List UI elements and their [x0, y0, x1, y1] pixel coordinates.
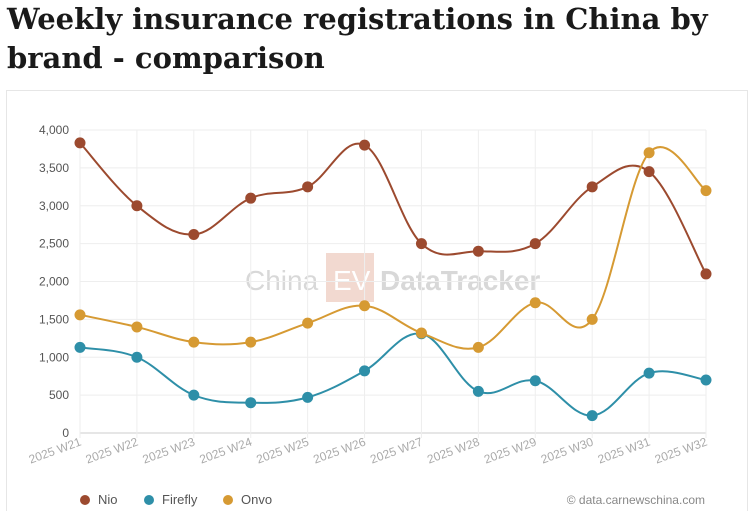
y-tick-label: 3,000: [39, 199, 69, 213]
data-point-firefly: [245, 397, 257, 409]
legend-firefly[interactable]: Firefly: [144, 492, 197, 507]
data-point-nio: [359, 139, 371, 151]
data-point-onvo: [415, 327, 427, 339]
data-point-nio: [472, 245, 484, 257]
data-point-firefly: [586, 410, 598, 422]
y-tick-label: 1,000: [39, 350, 69, 364]
data-point-onvo: [529, 297, 541, 309]
x-tick-label: 2025 W29: [482, 435, 538, 467]
data-point-onvo: [188, 336, 200, 348]
data-point-onvo: [245, 336, 257, 348]
x-tick-label: 2025 W24: [198, 435, 254, 467]
data-point-onvo: [700, 185, 712, 197]
y-tick-label: 2,500: [39, 237, 69, 251]
legend-nio[interactable]: Nio: [80, 492, 118, 507]
series-line-firefly: [79, 332, 707, 417]
y-tick-label: 4,000: [39, 123, 69, 137]
legend-onvo[interactable]: Onvo: [223, 492, 272, 507]
data-point-onvo: [586, 313, 598, 325]
x-tick-label: 2025 W30: [539, 435, 595, 467]
data-point-onvo: [131, 321, 143, 333]
data-point-nio: [586, 181, 598, 193]
source-text: data.carnewschina.com: [578, 493, 705, 507]
y-tick-label: 500: [49, 388, 69, 402]
legend-marker: [80, 494, 90, 505]
data-point-nio: [643, 166, 655, 178]
data-point-nio: [245, 192, 257, 204]
source-label: © data.carnewschina.com: [566, 493, 705, 507]
watermark-text: DataTracker: [380, 265, 540, 296]
x-tick-label: 2025 W31: [596, 435, 652, 467]
data-point-nio: [302, 181, 314, 193]
data-point-onvo: [74, 309, 86, 321]
legend-marker: [144, 494, 154, 505]
y-tick-label: 0: [62, 426, 69, 440]
data-point-onvo: [643, 147, 655, 159]
watermark-box: [326, 253, 374, 302]
x-tick-label: 2025 W28: [425, 435, 481, 467]
data-point-firefly: [472, 385, 484, 397]
y-tick-label: 1,500: [39, 312, 69, 326]
x-tick-label: 2025 W23: [141, 435, 197, 467]
data-point-firefly: [188, 389, 200, 401]
data-point-onvo: [302, 317, 314, 329]
data-point-firefly: [302, 391, 314, 403]
legend-label: Firefly: [162, 492, 198, 507]
data-point-firefly: [131, 351, 143, 363]
data-point-firefly: [359, 365, 371, 377]
data-point-onvo: [472, 341, 484, 353]
data-point-firefly: [700, 374, 712, 386]
legend-label: Nio: [98, 492, 118, 507]
y-tick-label: 2,000: [39, 275, 69, 289]
data-point-firefly: [643, 367, 655, 379]
x-tick-label: 2025 W32: [653, 435, 709, 467]
data-point-nio: [74, 137, 86, 149]
legend-label: Onvo: [241, 492, 273, 507]
data-point-nio: [700, 268, 712, 280]
data-point-nio: [415, 238, 427, 250]
data-point-nio: [529, 238, 541, 250]
x-tick-label: 2025 W26: [311, 435, 367, 467]
data-point-nio: [188, 229, 200, 241]
x-tick-label: 2025 W21: [27, 435, 83, 467]
legend-marker: [223, 494, 233, 505]
data-point-firefly: [529, 375, 541, 387]
y-tick-label: 3,500: [39, 161, 69, 175]
chart-title: Weekly insurance registrations in China …: [7, 2, 708, 75]
watermark-text: China: [245, 265, 319, 296]
data-point-firefly: [74, 341, 86, 353]
series-line-onvo: [79, 146, 707, 350]
chart-frame: [6, 90, 748, 511]
series-line-nio: [79, 142, 707, 275]
data-point-onvo: [359, 300, 371, 312]
x-tick-label: 2025 W27: [368, 435, 424, 467]
x-tick-label: 2025 W22: [84, 435, 140, 467]
data-point-nio: [131, 200, 143, 212]
x-tick-label: 2025 W25: [254, 435, 310, 467]
